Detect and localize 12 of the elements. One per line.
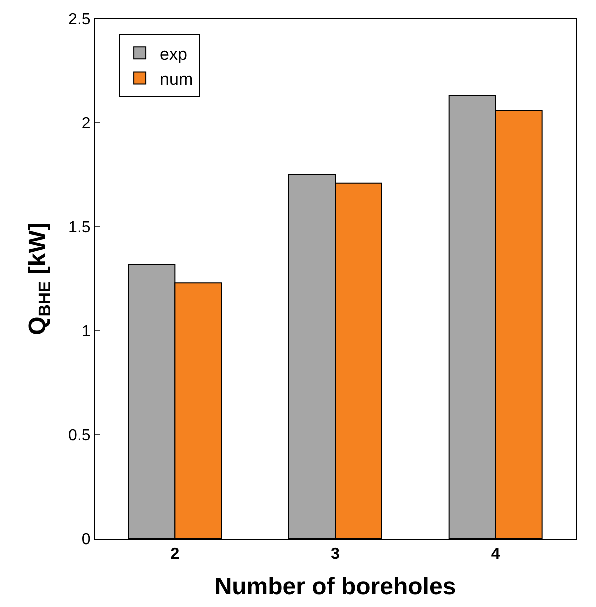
x-tick-label: 2 [170,546,180,564]
legend-label: num [160,70,194,89]
x-tick-label: 3 [331,546,340,564]
y-tick-label: 2 [82,116,91,133]
x-tick-label: 4 [491,546,500,564]
x-axis-title: Number of boreholes [214,574,456,600]
y-tick-label: 1 [82,324,91,341]
y-tick-label: 2.5 [68,12,91,29]
legend-label: exp [160,44,188,64]
y-tick-label: 0 [82,532,91,549]
y-tick-label: 1.5 [68,220,91,237]
y-tick-label: 0.5 [68,428,91,445]
